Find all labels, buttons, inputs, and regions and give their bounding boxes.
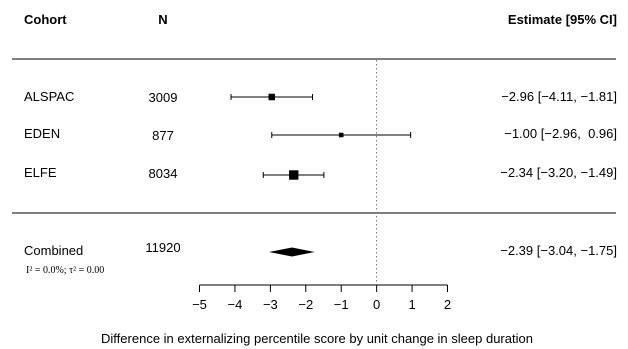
estimate-square xyxy=(338,132,344,138)
study-row-alspac: ALSPAC 3009 −2.96 [−4.11, −1.81] xyxy=(24,89,617,105)
x-axis-label: Difference in externalizing percentile s… xyxy=(101,331,533,346)
combined-estimate-label: −2.39 [−3.04, −1.75] xyxy=(500,243,617,258)
x-tick-label: 0 xyxy=(373,297,380,312)
x-tick-label: −4 xyxy=(228,297,243,312)
estimate-label: −1.00 [−2.96, 0.96] xyxy=(504,126,617,141)
estimate-mark xyxy=(262,170,325,180)
estimate-square xyxy=(268,93,276,101)
combined-row: Combined I² = 0.0%; τ² = 0.00 11920 −2.3… xyxy=(24,240,617,276)
combined-label: Combined xyxy=(24,243,83,258)
x-tick-label: −5 xyxy=(192,297,207,312)
cohort-label: EDEN xyxy=(24,126,60,141)
header-cohort: Cohort xyxy=(24,12,67,27)
estimate-mark xyxy=(271,132,412,138)
study-row-elfe: ELFE 8034 −2.34 [−3.20, −1.49] xyxy=(24,165,617,181)
cohort-label: ELFE xyxy=(24,165,57,180)
n-value: 8034 xyxy=(149,166,178,181)
x-tick-label: 2 xyxy=(444,297,451,312)
x-tick-label: −2 xyxy=(298,297,313,312)
estimate-mark xyxy=(230,93,314,101)
study-row-eden: EDEN 877 −1.00 [−2.96, 0.96] xyxy=(24,126,617,143)
x-axis: −5 −4 −3 −2 −1 0 1 2 xyxy=(192,284,451,312)
estimate-label: −2.34 [−3.20, −1.49] xyxy=(500,165,617,180)
x-tick-label: 1 xyxy=(408,297,415,312)
combined-n: 11920 xyxy=(145,240,180,255)
n-value: 877 xyxy=(152,128,174,143)
n-value: 3009 xyxy=(149,90,178,105)
header-n: N xyxy=(158,12,167,27)
x-tick-label: −3 xyxy=(263,297,278,312)
x-tick-label: −1 xyxy=(334,297,349,312)
cohort-label: ALSPAC xyxy=(24,89,74,104)
header-estimate: Estimate [95% CI] xyxy=(508,12,617,27)
heterogeneity-stats: I² = 0.0%; τ² = 0.00 xyxy=(26,265,104,276)
combined-diamond xyxy=(268,247,315,257)
estimate-label: −2.96 [−4.11, −1.81] xyxy=(501,89,617,104)
estimate-square xyxy=(289,170,299,180)
